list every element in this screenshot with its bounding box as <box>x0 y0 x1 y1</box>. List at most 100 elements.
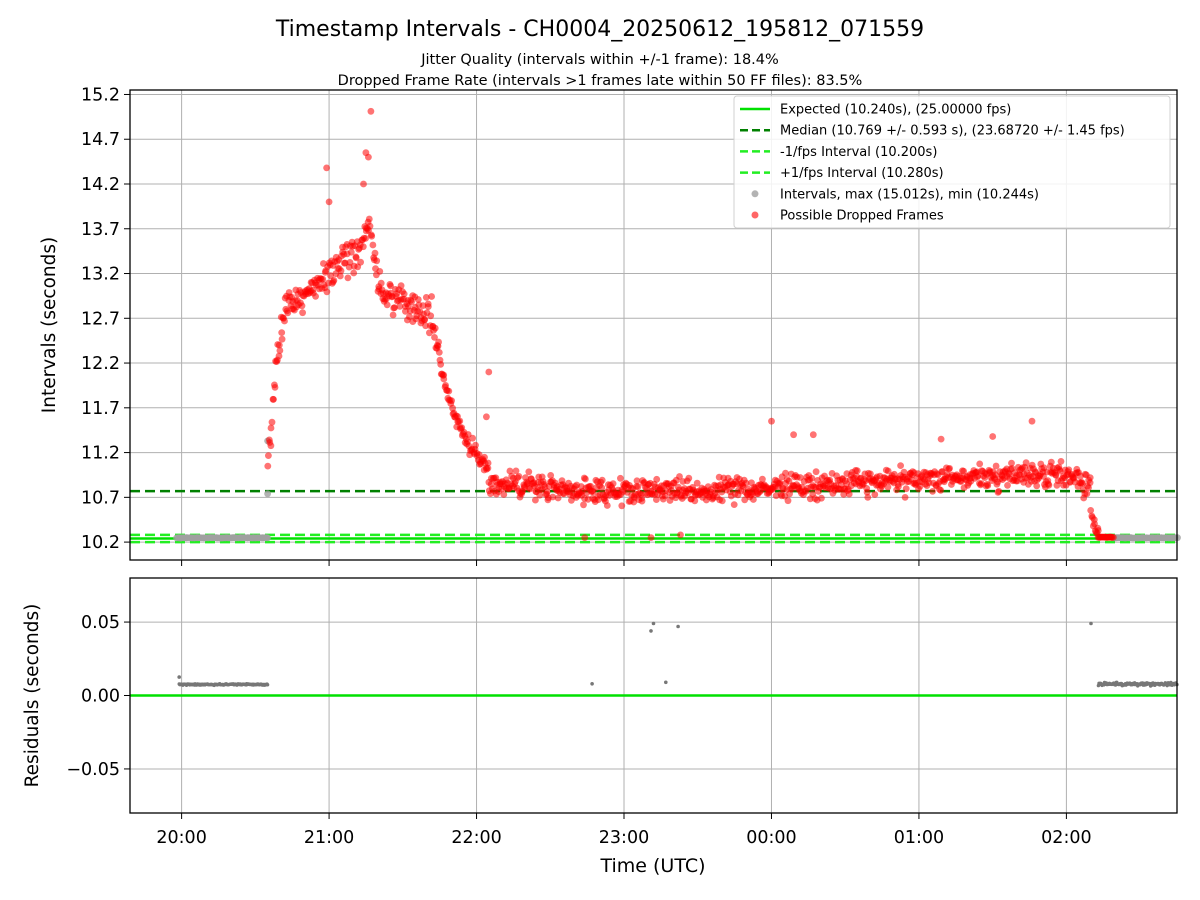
dropped-frame-point <box>884 483 892 491</box>
dropped-frame-point <box>594 496 602 504</box>
dropped-frame-point <box>609 480 617 487</box>
dropped-frame-point <box>900 468 908 476</box>
dropped-frame-point <box>419 302 427 309</box>
dropped-frame-point <box>400 290 408 298</box>
dropped-frame-point <box>428 293 435 300</box>
residual-point <box>664 680 668 685</box>
dropped-frame-point <box>685 474 693 482</box>
dropped-frame-point <box>431 324 439 332</box>
dropped-frame-point <box>1083 490 1091 498</box>
residual-point <box>651 621 656 626</box>
x-tick-label: 20:00 <box>156 828 206 848</box>
legend-box <box>733 95 1171 229</box>
y-tick-label: 14.7 <box>81 130 120 150</box>
dropped-frame-point <box>264 462 272 470</box>
dropped-frame-point <box>937 486 945 494</box>
dropped-frame-point <box>1087 507 1095 514</box>
dropped-frame-point <box>676 473 683 480</box>
y-axis-label-intervals: Intervals (seconds) <box>39 237 60 413</box>
dropped-frame-point <box>547 472 555 479</box>
dropped-frame-point <box>275 352 283 360</box>
y-tick-label: −0.05 <box>66 760 120 780</box>
residual-point <box>265 683 270 687</box>
dropped-frame-point <box>352 254 360 262</box>
dropped-frame-point <box>638 497 646 505</box>
dropped-frame-point <box>278 335 286 343</box>
dropped-frame-point <box>312 293 319 300</box>
legend-point-swatch <box>751 211 759 219</box>
residual-point <box>177 675 181 679</box>
dropped-frame-point <box>422 294 430 301</box>
dropped-frame-point <box>336 272 344 280</box>
dropped-frame-point <box>387 282 394 290</box>
dropped-frame-point <box>437 361 445 368</box>
x-tick-label: 02:00 <box>1041 828 1091 848</box>
dropped-frame-point <box>377 279 385 287</box>
legend-label: -1/fps Interval (10.200s) <box>780 145 937 160</box>
dropped-frame-point <box>275 341 283 349</box>
chart-legend: Expected (10.240s), (25.00000 fps) Median… <box>733 95 1171 229</box>
chart-title: Timestamp Intervals - CH0004_20250612_19… <box>275 17 924 42</box>
x-tick-label: 01:00 <box>894 828 944 848</box>
intervals-plot-frame <box>129 89 1178 561</box>
y-tick-label: 15.2 <box>81 85 120 105</box>
y-tick-label: 0.00 <box>81 687 120 707</box>
dropped-frame-point <box>976 460 984 468</box>
dropped-frame-point <box>785 477 793 485</box>
dropped-frame-point <box>809 431 817 439</box>
dropped-frame-point <box>818 494 825 502</box>
dropped-frame-point <box>319 275 327 283</box>
legend-label: Median (10.769 +/- 0.593 s), (23.68720 +… <box>780 124 1125 139</box>
dropped-frame-point <box>902 485 910 493</box>
dropped-frame-point <box>481 453 488 461</box>
y-tick-label: 11.7 <box>81 399 120 419</box>
dropped-frame-point <box>984 482 992 489</box>
dropped-frame-point <box>445 387 453 395</box>
residuals-plot-frame <box>129 577 1178 814</box>
legend-label: +1/fps Interval (10.280s) <box>780 166 944 181</box>
dropped-frame-point <box>422 322 429 330</box>
y-tick-label: 10.7 <box>81 488 120 508</box>
dropped-frame-point <box>359 243 367 251</box>
dropped-frame-point <box>421 316 429 323</box>
dropped-frame-point <box>897 462 904 469</box>
dropped-frame-point <box>424 303 432 310</box>
y-tick-label: 12.7 <box>81 309 120 329</box>
dropped-frame-point <box>1086 479 1094 487</box>
dropped-frame-point <box>741 496 749 504</box>
dropped-frame-point <box>323 288 331 296</box>
dropped-frame-point <box>357 258 364 266</box>
dropped-frame-point <box>1033 482 1041 490</box>
dropped-frame-point <box>506 467 514 475</box>
dropped-frame-point <box>435 349 443 356</box>
y-tick-label: 13.7 <box>81 220 120 240</box>
dropped-frame-point <box>402 307 409 315</box>
dropped-frame-point <box>427 312 435 320</box>
dropped-frame-point <box>974 472 982 480</box>
dropped-frame-point <box>1008 459 1015 467</box>
dropped-frame-point <box>391 304 398 311</box>
dropped-frame-point <box>1022 459 1030 467</box>
legend-label: Intervals, max (15.012s), min (10.244s) <box>780 187 1039 202</box>
dropped-frame-point <box>929 488 936 495</box>
dropped-frame-point <box>617 474 624 482</box>
interval-point <box>264 534 271 542</box>
y-tick-label: 11.2 <box>81 444 120 464</box>
dropped-frame-point <box>347 248 355 256</box>
dropped-frame-point <box>284 309 292 317</box>
dropped-frame-point <box>1028 417 1036 425</box>
dropped-frame-point <box>863 488 871 496</box>
dropped-frame-point <box>812 468 820 476</box>
dropped-frame-point <box>281 317 288 325</box>
dropped-frame-point <box>1047 458 1055 466</box>
dropped-frame-point <box>581 534 589 541</box>
x-tick-label: 21:00 <box>304 828 354 848</box>
dropped-frame-point <box>525 468 533 476</box>
dropped-frame-point <box>299 309 306 317</box>
dropped-frame-point <box>484 459 492 467</box>
dropped-frame-point <box>784 497 792 505</box>
dropped-frame-point <box>634 483 642 490</box>
dropped-frame-point <box>603 502 611 509</box>
dropped-frame-point <box>271 384 279 391</box>
dropped-frame-point <box>483 413 490 421</box>
